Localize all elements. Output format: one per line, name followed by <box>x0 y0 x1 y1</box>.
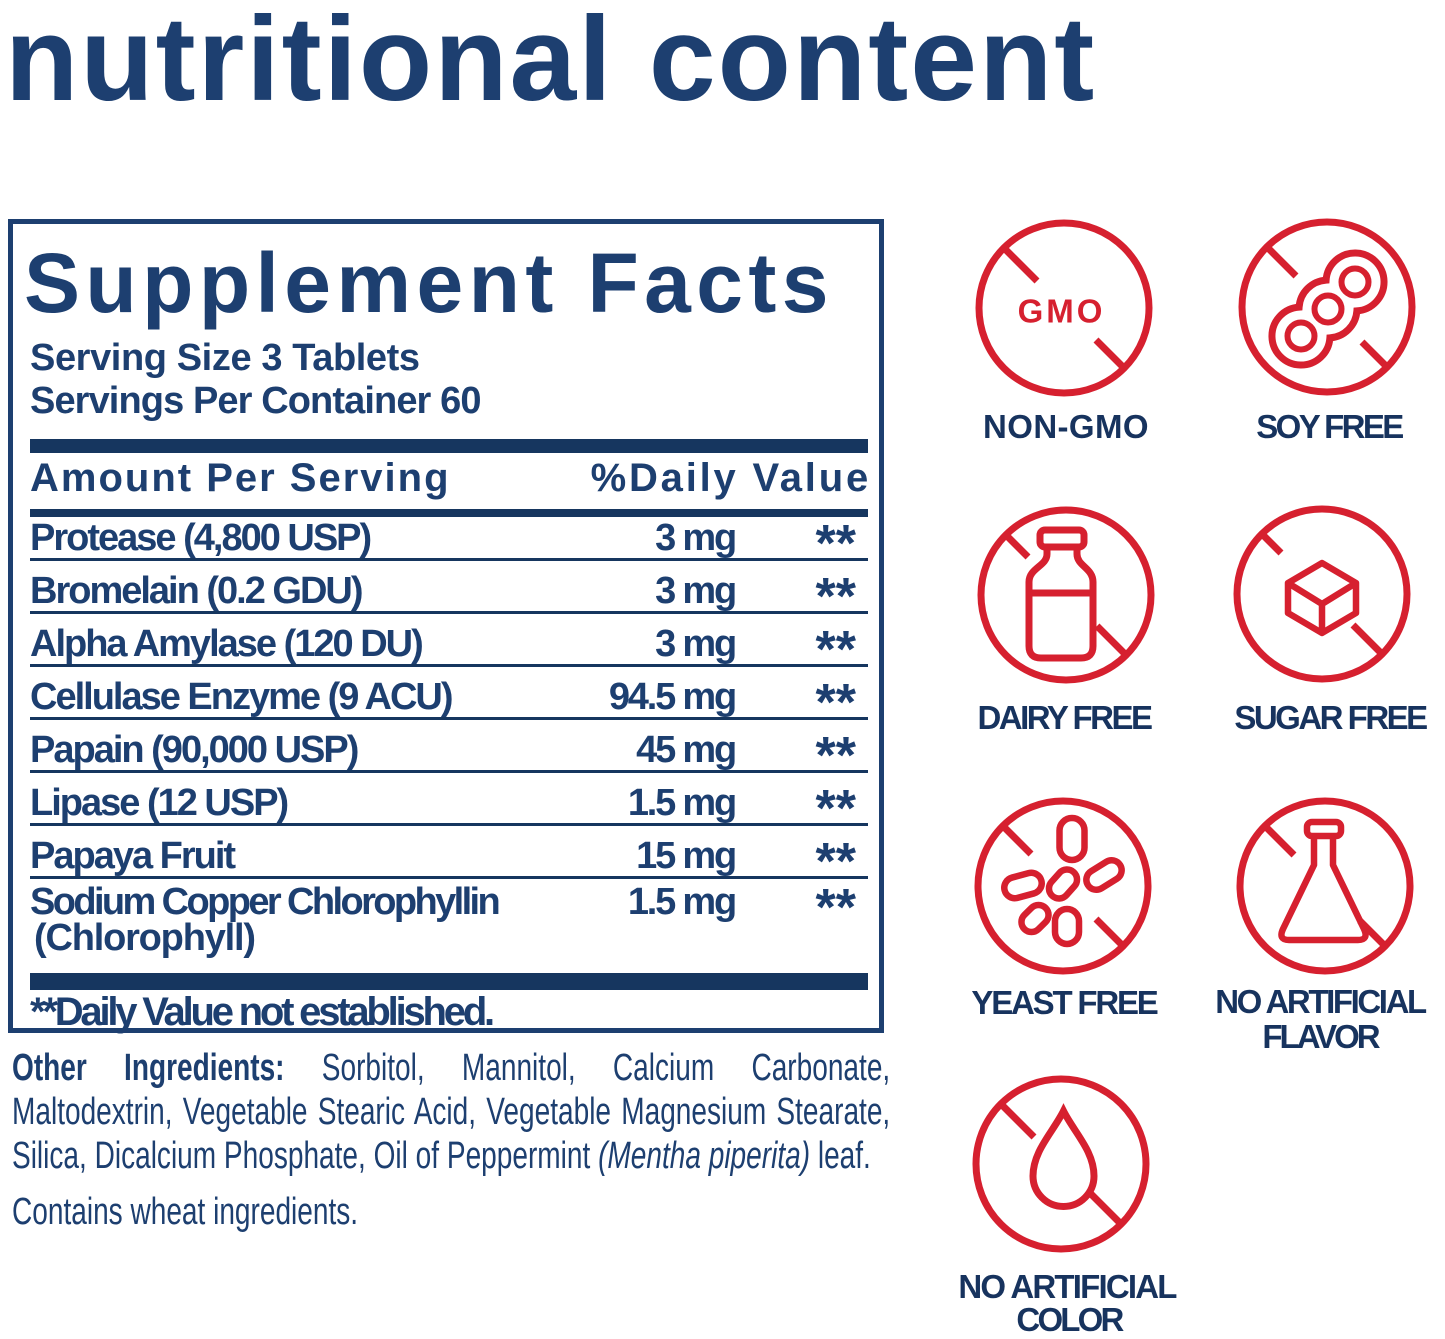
svg-text:GMO: GMO <box>1018 293 1106 330</box>
